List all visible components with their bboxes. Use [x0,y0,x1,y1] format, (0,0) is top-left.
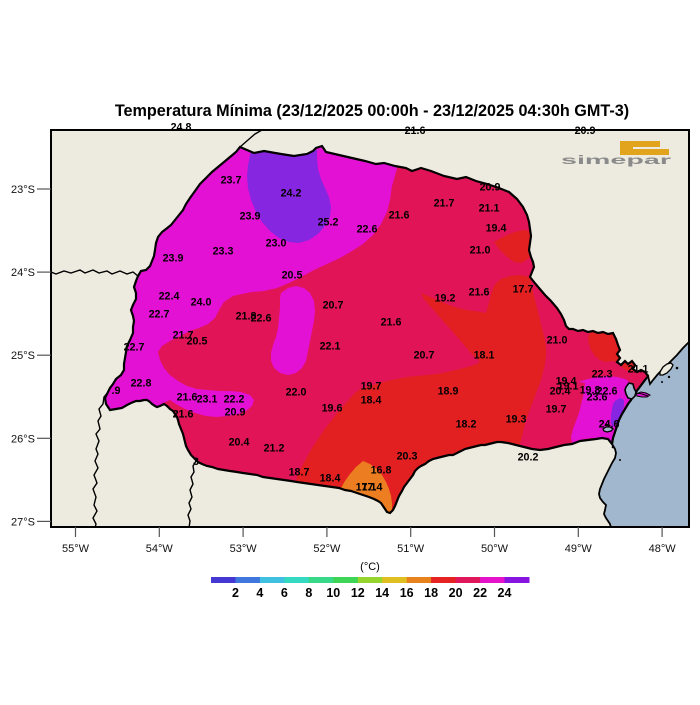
svg-text:22.7: 22.7 [124,342,145,354]
svg-text:20.9: 20.9 [225,407,246,419]
svg-text:17.4: 17.4 [362,482,383,494]
svg-text:20.9: 20.9 [480,182,501,194]
svg-text:8: 8 [305,586,312,600]
svg-text:22.8: 22.8 [131,378,152,390]
svg-text:23.9: 23.9 [240,211,261,223]
svg-text:21.6: 21.6 [177,392,198,404]
svg-text:19.4: 19.4 [486,223,507,235]
svg-text:22.2: 22.2 [224,394,245,406]
svg-text:21.7: 21.7 [434,198,455,210]
svg-text:19.1: 19.1 [558,381,579,393]
svg-text:21.2: 21.2 [264,443,285,455]
svg-text:17.7: 17.7 [513,284,534,296]
svg-text:51°W: 51°W [397,543,425,555]
svg-text:20.3: 20.3 [397,451,418,463]
svg-text:24.2: 24.2 [281,188,302,200]
svg-text:23.0: 23.0 [266,238,287,250]
svg-text:18: 18 [424,586,438,600]
svg-text:24.0: 24.0 [191,297,212,309]
svg-text:48°W: 48°W [649,543,677,555]
svg-text:49°W: 49°W [565,543,593,555]
svg-text:53°W: 53°W [230,543,258,555]
svg-text:19.7: 19.7 [546,404,567,416]
svg-text:3: 3 [193,456,199,468]
svg-text:(°C): (°C) [360,561,380,573]
svg-text:20: 20 [449,586,463,600]
svg-text:16.8: 16.8 [371,465,392,477]
svg-text:18.1: 18.1 [474,350,495,362]
svg-text:21.0: 21.0 [547,335,568,347]
svg-text:27°S: 27°S [11,516,35,528]
svg-text:22.0: 22.0 [286,387,307,399]
svg-text:18.2: 18.2 [456,419,477,431]
svg-text:14: 14 [375,586,389,600]
svg-text:17.1: 17.1 [356,482,377,494]
svg-text:19.8: 19.8 [580,385,601,397]
svg-text:22.6: 22.6 [251,313,272,325]
svg-text:24.6: 24.6 [599,419,620,431]
svg-text:24: 24 [498,586,512,600]
svg-text:19.2: 19.2 [435,293,456,305]
svg-text:25.2: 25.2 [318,217,339,229]
svg-text:21.1: 21.1 [628,364,649,376]
svg-text:18.4: 18.4 [361,395,382,407]
svg-text:21.6: 21.6 [173,409,194,421]
svg-text:22.6: 22.6 [357,224,378,236]
svg-text:19.7: 19.7 [361,381,382,393]
svg-text:22: 22 [473,586,487,600]
svg-text:23.7: 23.7 [221,175,242,187]
svg-text:23.1: 23.1 [197,394,218,406]
svg-text:21.7: 21.7 [173,330,194,342]
svg-text:20.4: 20.4 [550,386,571,398]
svg-text:50°W: 50°W [481,543,509,555]
svg-text:18.4: 18.4 [320,473,341,485]
svg-text:19.6: 19.6 [322,403,343,415]
svg-text:21.0: 21.0 [470,245,491,257]
svg-text:23.6: 23.6 [587,392,608,404]
svg-text:2: 2 [232,586,239,600]
svg-text:22.4: 22.4 [159,291,180,303]
svg-text:25°S: 25°S [11,350,35,362]
svg-text:22.1: 22.1 [320,341,341,353]
svg-text:20.2: 20.2 [518,452,539,464]
svg-text:23°S: 23°S [11,184,35,196]
svg-text:26°S: 26°S [11,433,35,445]
svg-text:23.9: 23.9 [163,253,184,265]
svg-text:18.9: 18.9 [438,386,459,398]
svg-text:10: 10 [326,586,340,600]
svg-text:24°S: 24°S [11,267,35,279]
svg-text:6: 6 [281,586,288,600]
svg-text:54°W: 54°W [146,543,174,555]
svg-text:20.7: 20.7 [323,300,344,312]
svg-text:22.6: 22.6 [597,386,618,398]
svg-text:Temperatura Mínima (23/12/2025: Temperatura Mínima (23/12/2025 00:00h - … [115,102,629,120]
svg-text:21.6: 21.6 [381,317,402,329]
svg-text:12: 12 [351,586,365,600]
svg-text:19.4: 19.4 [556,376,577,388]
svg-text:21.6: 21.6 [389,210,410,222]
svg-text:20.7: 20.7 [414,350,435,362]
svg-text:52°W: 52°W [313,543,341,555]
svg-text:22.7: 22.7 [149,309,170,321]
svg-text:55°W: 55°W [62,543,90,555]
svg-text:21.6: 21.6 [469,287,490,299]
svg-text:20.5: 20.5 [282,270,303,282]
svg-text:23.3: 23.3 [213,246,234,258]
svg-text:16: 16 [400,586,414,600]
svg-text:21.1: 21.1 [479,203,500,215]
svg-text:21.8: 21.8 [236,311,257,323]
svg-text:19.3: 19.3 [506,414,527,426]
svg-text:22.3: 22.3 [592,369,613,381]
svg-text:.9: .9 [112,385,121,397]
svg-text:4: 4 [256,586,263,600]
svg-text:24.8: 24.8 [171,122,192,134]
svg-text:20.5: 20.5 [187,336,208,348]
svg-text:18.7: 18.7 [289,467,310,479]
svg-text:20.4: 20.4 [229,437,250,449]
svg-text:simepar: simepar [561,153,672,167]
